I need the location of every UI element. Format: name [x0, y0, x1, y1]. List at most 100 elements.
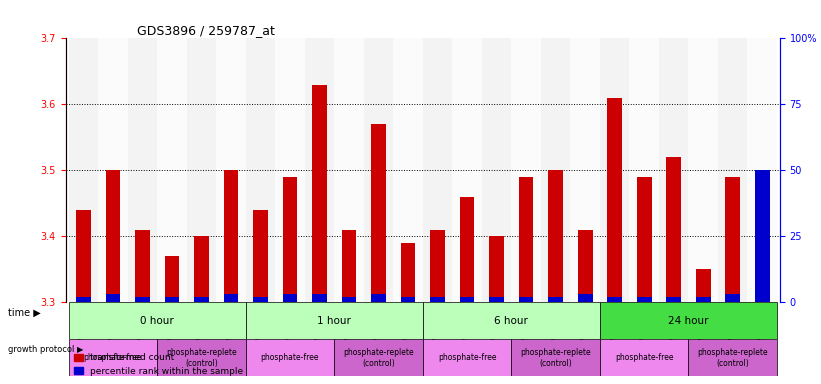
FancyBboxPatch shape — [69, 302, 245, 339]
Bar — [99, 38, 127, 302]
Bar — [460, 297, 475, 303]
Bar — [223, 170, 238, 303]
Bar — [401, 297, 415, 303]
Bar — [519, 177, 534, 303]
Bar — [334, 38, 364, 302]
Bar — [312, 295, 327, 303]
Bar — [541, 38, 571, 302]
Bar — [754, 170, 769, 303]
Bar — [275, 38, 305, 302]
FancyBboxPatch shape — [157, 339, 245, 376]
FancyBboxPatch shape — [511, 339, 600, 376]
Text: phosphate-replete
(control): phosphate-replete (control) — [521, 348, 591, 367]
FancyBboxPatch shape — [334, 339, 423, 376]
Bar — [216, 38, 245, 302]
Bar — [393, 38, 423, 302]
Bar — [253, 210, 268, 303]
Bar — [401, 243, 415, 303]
Bar — [194, 237, 209, 303]
Bar — [342, 297, 356, 303]
FancyBboxPatch shape — [600, 302, 777, 339]
Bar — [637, 177, 652, 303]
Bar — [608, 297, 622, 303]
Bar — [223, 295, 238, 303]
Bar — [659, 38, 689, 302]
FancyBboxPatch shape — [423, 339, 511, 376]
Text: phosphate-free: phosphate-free — [84, 353, 142, 362]
Bar — [423, 38, 452, 302]
Bar — [548, 297, 563, 303]
Bar — [69, 38, 99, 302]
Bar — [754, 170, 769, 303]
Bar — [76, 297, 91, 303]
FancyBboxPatch shape — [600, 339, 689, 376]
Bar — [578, 295, 593, 303]
Bar — [637, 297, 652, 303]
Text: phosphate-replete
(control): phosphate-replete (control) — [166, 348, 236, 367]
Bar — [342, 230, 356, 303]
Bar — [630, 38, 659, 302]
Bar — [548, 170, 563, 303]
Bar — [696, 270, 711, 303]
Bar — [489, 237, 504, 303]
Bar — [194, 297, 209, 303]
Bar — [725, 177, 740, 303]
Bar — [164, 297, 179, 303]
Bar — [571, 38, 600, 302]
Bar — [127, 38, 157, 302]
Bar — [164, 256, 179, 303]
Text: phosphate-free: phosphate-free — [438, 353, 497, 362]
Text: 0 hour: 0 hour — [140, 316, 174, 326]
Legend: transformed count, percentile rank within the sample: transformed count, percentile rank withi… — [70, 350, 247, 379]
Text: phosphate-replete
(control): phosphate-replete (control) — [343, 348, 414, 367]
Bar — [312, 84, 327, 303]
Bar — [245, 38, 275, 302]
Bar — [106, 170, 121, 303]
Bar — [430, 297, 445, 303]
Bar — [371, 295, 386, 303]
Bar — [364, 38, 393, 302]
Bar — [371, 124, 386, 303]
Text: 6 hour: 6 hour — [494, 316, 528, 326]
Text: phosphate-replete
(control): phosphate-replete (control) — [697, 348, 768, 367]
Bar — [305, 38, 334, 302]
Bar — [578, 230, 593, 303]
Bar — [76, 210, 91, 303]
Bar — [747, 38, 777, 302]
Bar — [667, 297, 681, 303]
Bar — [667, 157, 681, 303]
Bar — [489, 297, 504, 303]
Bar — [106, 295, 121, 303]
FancyBboxPatch shape — [689, 339, 777, 376]
Bar — [460, 197, 475, 303]
Bar — [519, 297, 534, 303]
Bar — [696, 297, 711, 303]
Bar — [725, 295, 740, 303]
FancyBboxPatch shape — [245, 339, 334, 376]
Bar — [186, 38, 216, 302]
Bar — [135, 230, 149, 303]
FancyBboxPatch shape — [245, 302, 423, 339]
Bar — [282, 177, 297, 303]
Bar — [608, 98, 622, 303]
Bar — [253, 297, 268, 303]
FancyBboxPatch shape — [423, 302, 600, 339]
Bar — [511, 38, 541, 302]
Bar — [718, 38, 747, 302]
Bar — [600, 38, 630, 302]
Text: growth protocol ▶: growth protocol ▶ — [8, 345, 84, 354]
FancyBboxPatch shape — [69, 339, 157, 376]
Text: time ▶: time ▶ — [8, 308, 41, 318]
Text: 24 hour: 24 hour — [668, 316, 709, 326]
Bar — [689, 38, 718, 302]
Text: GDS3896 / 259787_at: GDS3896 / 259787_at — [137, 24, 275, 37]
Bar — [135, 297, 149, 303]
Bar — [430, 230, 445, 303]
Bar — [452, 38, 482, 302]
Bar — [157, 38, 186, 302]
Text: phosphate-free: phosphate-free — [615, 353, 673, 362]
Bar — [482, 38, 511, 302]
Text: phosphate-free: phosphate-free — [261, 353, 319, 362]
Text: 1 hour: 1 hour — [318, 316, 351, 326]
Bar — [282, 295, 297, 303]
